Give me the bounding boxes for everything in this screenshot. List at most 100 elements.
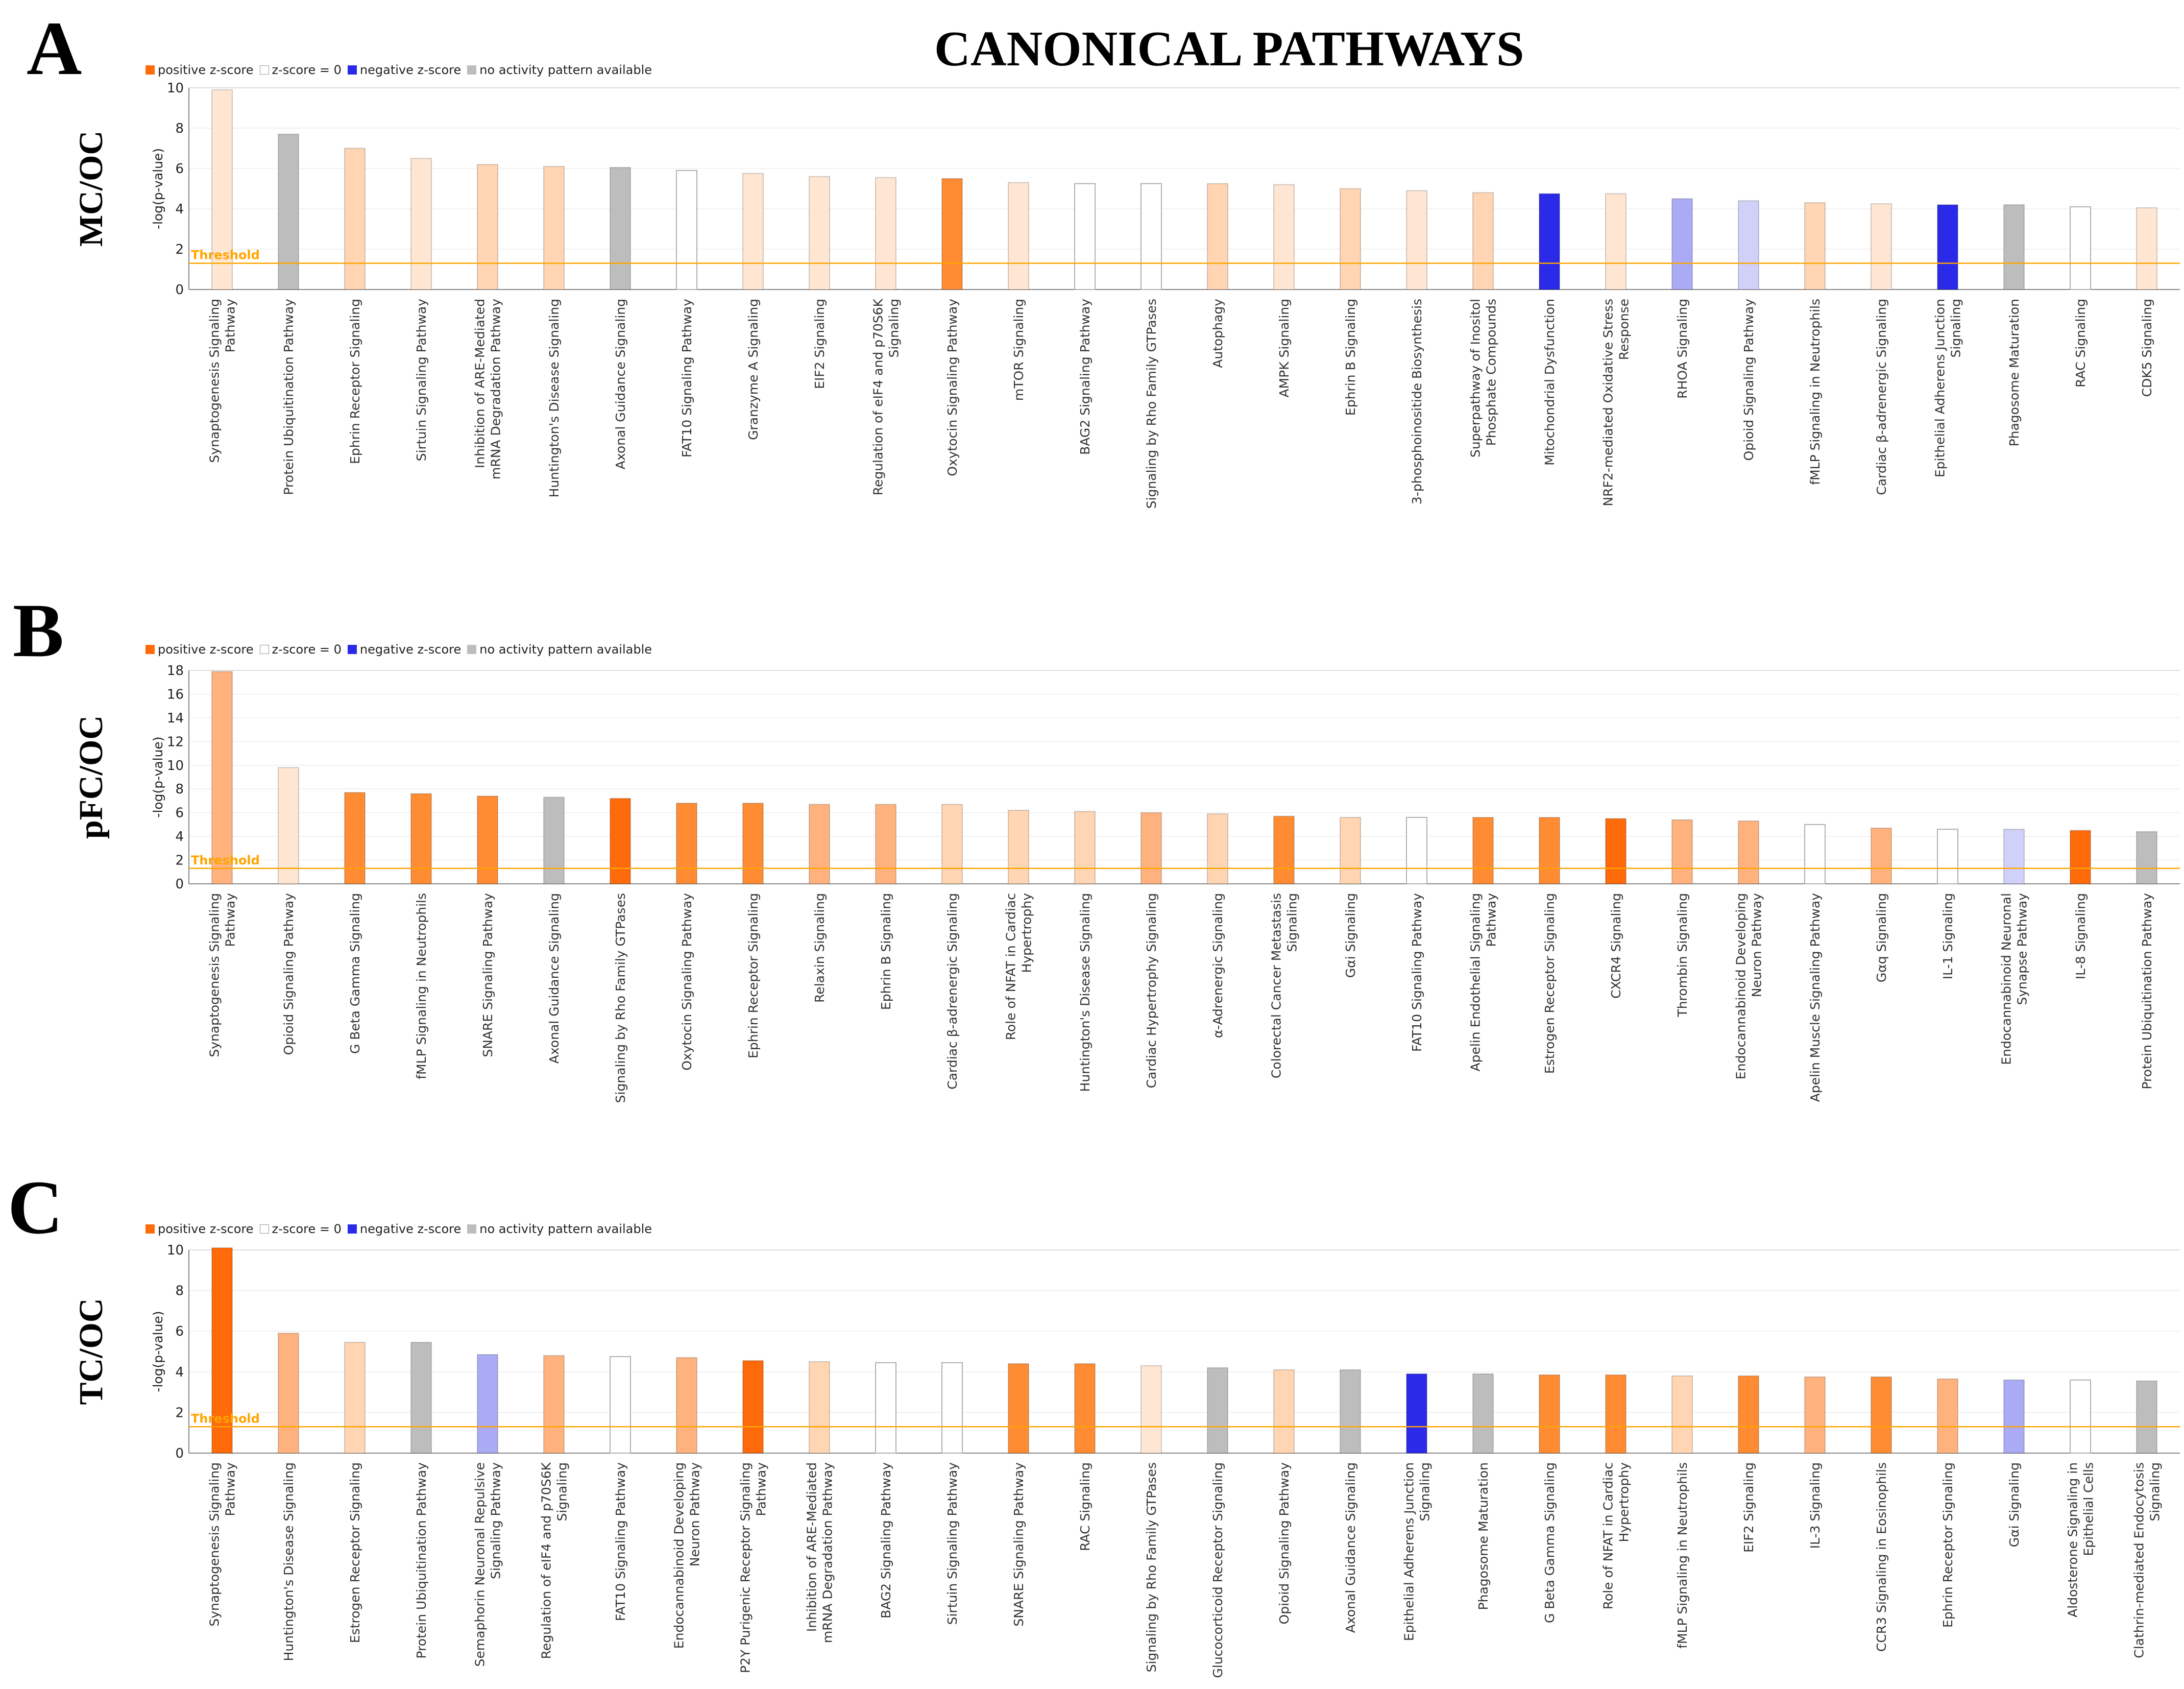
x-tick-label-line: Inhibition of ARE-Mediated	[473, 299, 488, 468]
x-tick-label-line: Cardiac Hypertrophy Signaling	[1144, 893, 1159, 1088]
threshold-label: Threshold	[191, 248, 260, 262]
x-tick-label-line: Axonal Guidance Signaling	[547, 893, 562, 1064]
chart-panel-b: positive z-score z-score = 0 negative z-…	[0, 641, 2184, 1103]
x-tick-label-line: Relaxin Signaling	[812, 893, 827, 1003]
x-tick-label: Colorectal Cancer Metastasis Signaling	[1269, 893, 1300, 1078]
x-tick-label-line: Epithelial Adherens Junction	[1402, 1462, 1417, 1641]
x-tick-label-line: Signaling	[1949, 299, 1963, 357]
x-tick-label-line: Axonal Guidance Signaling	[1343, 1462, 1358, 1633]
legend-swatch-zero	[259, 1224, 269, 1234]
bar	[410, 793, 432, 884]
bar	[610, 1356, 631, 1454]
bar	[676, 803, 697, 885]
x-tick-label-line: EIF2 Signaling	[812, 299, 827, 389]
x-tick-label-line: CCR3 Signaling in Eosinophils	[1874, 1462, 1889, 1652]
x-tick-label-line: NRF2-mediated Oxidative Stress	[1601, 299, 1616, 506]
x-tick-label-line: Endocannabinoid Developing	[1734, 893, 1749, 1079]
y-tick-label: 0	[175, 282, 184, 298]
legend-label-zero: z-score = 0	[272, 63, 342, 77]
x-tick-label-line: Phosphate Compounds	[1484, 299, 1499, 446]
x-tick-label-line: Huntington's Disease Signaling	[281, 1462, 296, 1661]
x-tick-label: Epithelial Adherens Junction Signaling	[1933, 299, 1963, 477]
x-tick-label-line: EIF2 Signaling	[1741, 1462, 1756, 1553]
bar	[1804, 1376, 1826, 1454]
bar	[1671, 1375, 1693, 1454]
x-tick-label: Oxytocin Signaling Pathway	[945, 299, 960, 476]
x-tick-label-line: FAT10 Signaling Pathway	[613, 1462, 628, 1621]
x-tick-label: Role of NFAT in Cardiac Hypertrophy	[1601, 1462, 1632, 1609]
y-tick-label: 10	[167, 758, 184, 774]
x-tick-label-line: Signaling	[2148, 1462, 2163, 1521]
threshold-label: Threshold	[191, 1411, 260, 1426]
legend-none: no activity pattern available	[467, 642, 652, 657]
legend-positive: positive z-score	[145, 642, 254, 657]
x-tick-label: Regulation of eIF4 and p70S6K Signaling	[539, 1462, 570, 1659]
bar	[1738, 200, 1759, 291]
x-tick-label-line: Regulation of eIF4 and p70S6K	[539, 1462, 554, 1659]
x-tick-label-line: BAG2 Signaling Pathway	[1078, 299, 1093, 455]
x-tick-label-line: Synapse Pathway	[2015, 893, 2030, 1005]
x-tick-label: Inhibition of ARE-Mediated mRNA Degradati…	[805, 1462, 835, 1643]
y-tick-label: 18	[167, 663, 184, 679]
x-tick-label: Estrogen Receptor Signaling	[348, 1462, 362, 1643]
x-tick-label: Endocannabinoid Developing Neuron Pathway	[672, 1462, 702, 1649]
bar	[477, 164, 498, 290]
legend-label-zero: z-score = 0	[272, 1222, 342, 1236]
y-tick-label: 6	[175, 806, 184, 821]
x-tick-label-line: RAC Signaling	[2073, 299, 2088, 388]
bar	[1406, 190, 1427, 290]
page-title: CANONICAL PATHWAYS	[934, 21, 1524, 77]
x-tick-label: Ephrin Receptor Signaling	[1940, 1462, 1955, 1628]
x-tick-label-line: Protein Ubiquitination Pathway	[281, 299, 296, 495]
y-tick-label: 4	[175, 1365, 184, 1380]
bar	[2070, 830, 2091, 884]
bar	[543, 166, 565, 290]
legend-label-none: no activity pattern available	[479, 642, 652, 657]
bar	[2003, 1379, 2025, 1454]
threshold-label: Threshold	[191, 853, 260, 867]
x-tick-label: Synaptogenesis Signaling Pathway	[207, 1462, 238, 1627]
x-tick-label: Autophagy	[1210, 299, 1225, 368]
bar	[1273, 1369, 1295, 1454]
bar	[1605, 193, 1627, 290]
legend-swatch-zero	[259, 65, 269, 75]
x-tick-label-line: Gαi Signaling	[1343, 893, 1358, 978]
x-tick-label: Relaxin Signaling	[812, 893, 827, 1003]
x-tick-label: G Beta Gamma Signaling	[1542, 1462, 1557, 1623]
x-tick-label-line: Signaling	[1418, 1462, 1433, 1521]
legend-zero: z-score = 0	[259, 63, 342, 77]
x-tick-label: Apelin Endothelial Signaling Pathway	[1468, 893, 1499, 1072]
x-tick-label: Mitochondrial Dysfunction	[1542, 299, 1557, 466]
x-tick-label-line: mTOR Signaling	[1011, 299, 1026, 401]
legend-label-negative: negative z-score	[359, 1222, 462, 1236]
bar	[1871, 827, 1892, 885]
y-tick-label: 2	[175, 853, 184, 868]
x-tick-label-line: Hypertrophy	[1020, 893, 1034, 973]
x-tick-label-line: Endocannabinoid Developing	[672, 1462, 687, 1649]
x-tick-label-line: Sirtuin Signaling Pathway	[414, 299, 429, 462]
x-tick-label: Endocannabinoid Developing Neuron Pathway	[1734, 893, 1764, 1079]
x-tick-label-line: Inhibition of ARE-Mediated	[805, 1462, 819, 1632]
panel-group-label: pFC/OC	[72, 715, 110, 839]
x-tick-label-line: Superpathway of Inositol	[1468, 299, 1483, 457]
x-tick-label: Role of NFAT in Cardiac Hypertrophy	[1004, 893, 1034, 1040]
y-tick-label: 12	[167, 734, 184, 750]
bar	[1207, 813, 1228, 884]
x-tick-label: Huntington's Disease Signaling	[281, 1462, 296, 1661]
bar	[543, 797, 565, 884]
x-tick-label-line: Signaling Pathway	[489, 1462, 503, 1579]
bar	[809, 804, 830, 884]
x-tick-label: Ephrin B Signaling	[879, 893, 893, 1010]
x-tick-label: fMLP Signaling in Neutrophils	[1675, 1462, 1690, 1649]
x-tick-label: Signaling by Rho Family GTPases	[1144, 299, 1159, 509]
x-tick-label-line: Estrogen Receptor Signaling	[1542, 893, 1557, 1074]
x-tick-label: Apelin Muscle Signaling Pathway	[1808, 893, 1823, 1102]
x-tick-label: Glucocorticoid Receptor Signaling	[1210, 1462, 1225, 1678]
x-tick-label-line: Apelin Endothelial Signaling	[1468, 893, 1483, 1071]
x-tick-label-line: IL-3 Signaling	[1808, 1462, 1823, 1549]
y-tick-label: 8	[175, 782, 184, 797]
x-tick-label: Sirtuin Signaling Pathway	[945, 1462, 960, 1625]
bar	[1340, 816, 1361, 885]
bar	[477, 1354, 498, 1454]
x-tick-label: Cardiac β-adrenergic Signaling	[1874, 299, 1889, 495]
